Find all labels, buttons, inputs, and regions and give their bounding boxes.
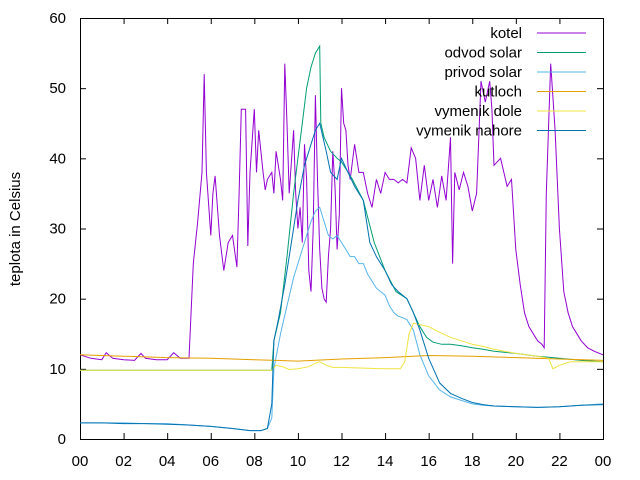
legend-label: privod solar [444,64,522,81]
x-tick-label: 16 [420,453,437,470]
x-tick-label: 20 [507,453,524,470]
y-axis-ticks: 0 10 20 30 40 50 60 [49,10,603,448]
series-lines [79,44,604,432]
y-tick-label: 50 [49,80,66,97]
series-line-privod-solar [80,206,604,432]
y-axis-label: teplota in Celsius [7,172,24,286]
x-tick-label: 06 [202,453,219,470]
y-tick-label: 30 [49,221,66,238]
legend-label: kutloch [474,84,522,101]
x-axis-ticks: 00 02 04 06 08 10 12 14 16 18 20 22 00 [72,18,612,470]
legend-label: odvod solar [444,45,522,62]
x-tick-label: 14 [377,453,394,470]
y-tick-label: 20 [49,291,66,308]
x-tick-label: 00 [595,453,612,470]
y-tick-label: 10 [49,361,66,378]
series-line-kotel [79,63,604,361]
x-tick-label: 18 [464,453,481,470]
x-tick-label: 02 [115,453,132,470]
x-tick-label: 04 [159,453,176,470]
series-line-kutloch [79,354,604,362]
legend-label: vymenik nahore [416,123,522,140]
y-tick-label: 40 [49,150,66,167]
x-tick-label: 10 [290,453,307,470]
legend-label: vymenik dole [434,103,522,120]
x-tick-label: 00 [72,453,89,470]
y-tick-label: 0 [58,431,66,448]
legend: kotel odvod solar privod solar kutloch vymen… [416,25,586,140]
x-tick-label: 22 [551,453,568,470]
series-line-vymenik-nahore [80,122,604,432]
series-line-vymenik-dole [80,322,603,371]
legend-label: kotel [490,25,522,42]
plot-frame [80,18,604,440]
y-tick-label: 60 [49,10,66,27]
x-tick-label: 12 [333,453,350,470]
x-tick-label: 08 [246,453,263,470]
